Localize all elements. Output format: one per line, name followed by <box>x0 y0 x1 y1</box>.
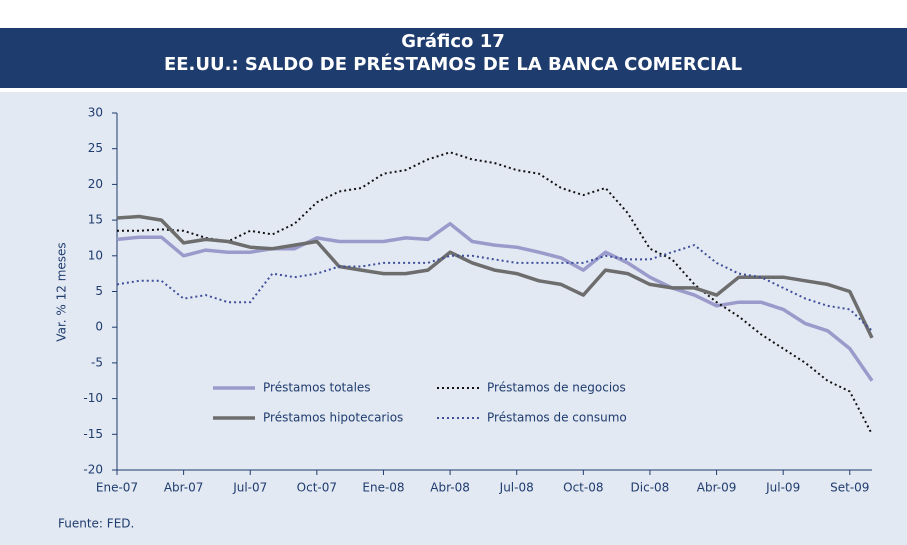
x-tick-label: Oct-07 <box>297 481 337 495</box>
x-tick-label: Jul-08 <box>499 481 534 495</box>
y-tick-label: 25 <box>88 141 103 155</box>
header-band <box>0 28 907 88</box>
chart-title: Gráfico 17 <box>401 31 505 52</box>
y-tick-label: 20 <box>88 177 103 191</box>
x-tick-label: Dic-08 <box>631 481 670 495</box>
y-tick-label: -10 <box>83 391 103 405</box>
legend-label: Préstamos totales <box>263 381 371 395</box>
source: Fuente: FED. <box>58 517 134 531</box>
y-tick-label: 10 <box>88 248 103 262</box>
y-tick-label: 5 <box>95 284 103 298</box>
series-line <box>117 151 873 435</box>
series-line <box>116 214 874 339</box>
x-tick-label: Ene-07 <box>96 481 138 495</box>
x-tick-label: Abr-08 <box>430 481 470 495</box>
legend-label: Préstamos hipotecarios <box>263 411 403 425</box>
x-tick-label: Set-09 <box>830 481 869 495</box>
legend-label: Préstamos de negocios <box>487 381 626 395</box>
x-tick-label: Oct-08 <box>563 481 603 495</box>
legend-label: Préstamos de consumo <box>487 411 627 425</box>
y-tick-label: -15 <box>83 427 103 441</box>
plot-panel <box>0 92 907 545</box>
y-tick-label: 15 <box>88 213 103 227</box>
x-tick-label: Abr-09 <box>697 481 737 495</box>
y-tick-label: 30 <box>88 106 103 120</box>
x-tick-label: Jul-07 <box>232 481 267 495</box>
y-tick-label: -20 <box>83 463 103 477</box>
x-tick-label: Ene-08 <box>362 481 404 495</box>
series-line <box>116 221 874 382</box>
y-tick-label: -5 <box>91 355 103 369</box>
x-tick-label: Abr-07 <box>164 481 204 495</box>
x-tick-label: Jul-09 <box>765 481 800 495</box>
y-tick-label: 0 <box>95 320 103 334</box>
chart-subtitle: EE.UU.: SALDO DE PRÉSTAMOS DE LA BANCA C… <box>164 53 742 75</box>
y-axis-label: Var. % 12 meses <box>55 242 69 341</box>
